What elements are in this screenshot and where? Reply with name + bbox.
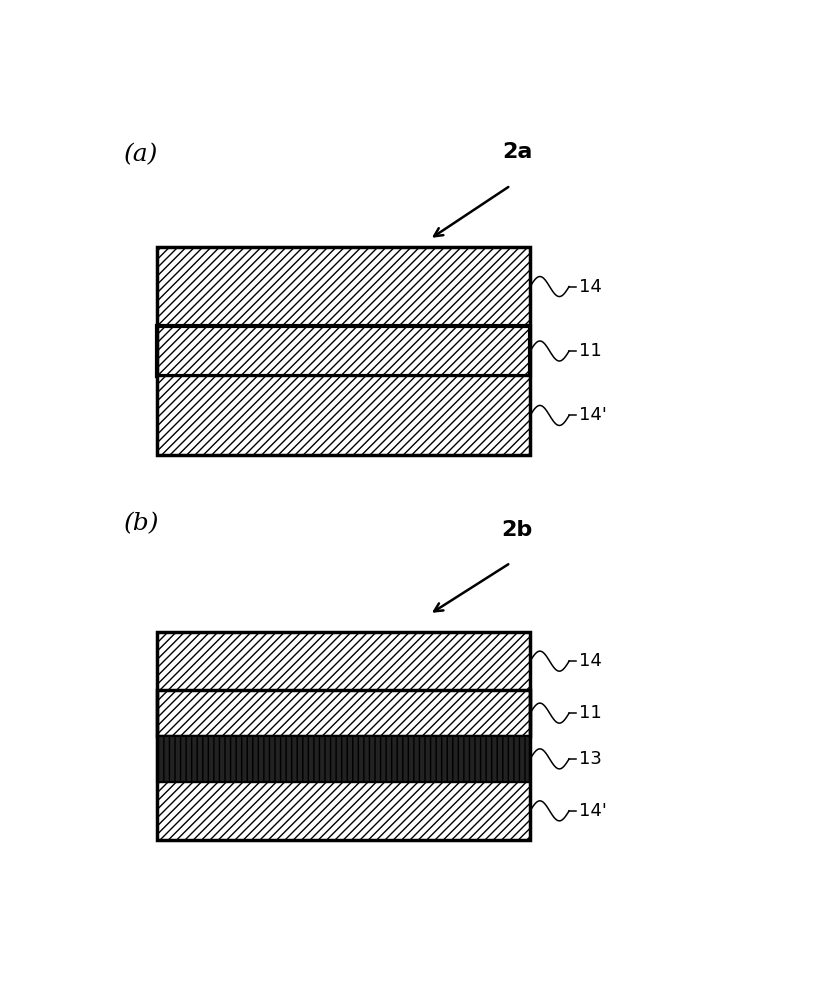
FancyBboxPatch shape <box>157 632 530 690</box>
FancyBboxPatch shape <box>157 247 530 326</box>
Text: 13: 13 <box>579 750 602 768</box>
Text: 14': 14' <box>579 802 607 820</box>
FancyBboxPatch shape <box>157 326 530 376</box>
Text: (a): (a) <box>124 143 158 166</box>
FancyBboxPatch shape <box>157 736 530 782</box>
Text: 11: 11 <box>579 342 602 360</box>
Text: 14': 14' <box>579 406 607 424</box>
Text: 14: 14 <box>579 652 602 670</box>
FancyBboxPatch shape <box>157 690 530 736</box>
Text: 14: 14 <box>579 278 602 296</box>
FancyBboxPatch shape <box>157 376 530 455</box>
FancyBboxPatch shape <box>157 782 530 840</box>
Text: 2a: 2a <box>502 142 532 162</box>
Text: 2b: 2b <box>501 520 533 540</box>
Text: 11: 11 <box>579 704 602 722</box>
Text: (b): (b) <box>124 513 160 536</box>
